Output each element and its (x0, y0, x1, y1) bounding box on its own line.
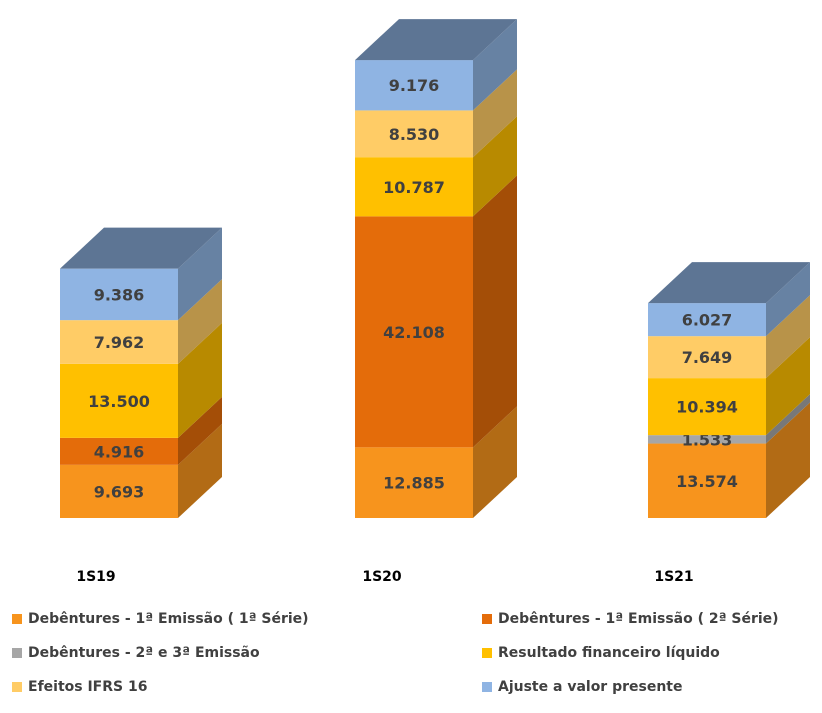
legend-swatch (12, 648, 22, 658)
legend-swatch (482, 682, 492, 692)
data-label: 9.386 (94, 285, 145, 304)
legend-item-deb-2-serie: Debêntures - 1ª Emissão ( 2ª Série) (482, 611, 779, 627)
bar-1S21-s4 (648, 336, 766, 379)
legend-swatch (482, 614, 492, 624)
legend-item-resultado-financeiro: Resultado financeiro líquido (482, 645, 720, 661)
bar-1S20-s1 (355, 216, 473, 448)
data-label: 13.500 (88, 392, 150, 411)
legend-item-efeitos-ifrs16: Efeitos IFRS 16 (12, 679, 147, 695)
data-label: 13.574 (676, 472, 738, 491)
category-label: 1S21 (654, 569, 693, 585)
legend-label: Debêntures - 2ª e 3ª Emissão (28, 645, 260, 661)
data-label: 7.962 (94, 333, 145, 352)
legend-item-ajuste-valor-presente: Ajuste a valor presente (482, 679, 683, 695)
bar-side-1S20-s1 (473, 175, 517, 448)
data-label: 9.693 (94, 482, 145, 501)
bar-1S19-s4 (60, 320, 178, 364)
bar-1S19-s5 (60, 268, 178, 321)
bar-top-1S19 (60, 227, 222, 269)
bar-side-1S19-s4 (178, 279, 222, 364)
bar-side-1S21-s5 (766, 262, 810, 337)
bar-1S19-s0 (60, 464, 178, 518)
bar-top-1S21 (648, 262, 810, 304)
bar-side-1S21-s3 (766, 337, 810, 436)
bar-side-1S21-s4 (766, 295, 810, 379)
bar-1S20-s3 (355, 157, 473, 217)
legend-label: Debêntures - 1ª Emissão ( 1ª Série) (28, 611, 309, 627)
data-label: 6.027 (682, 311, 733, 330)
bar-side-1S20-s0 (473, 406, 517, 518)
legend-swatch (12, 614, 22, 624)
bar-side-1S19-s3 (178, 322, 222, 438)
bar-side-1S20-s4 (473, 69, 517, 158)
legend-label: Ajuste a valor presente (498, 679, 683, 695)
legend-swatch (482, 648, 492, 658)
data-label: 9.176 (389, 76, 440, 95)
bar-side-1S19-s5 (178, 227, 222, 321)
bar-top-1S20 (355, 19, 517, 61)
category-label: 1S20 (362, 569, 402, 585)
bar-1S20-s4 (355, 110, 473, 158)
bar-1S19-s1 (60, 437, 178, 465)
bar-side-1S20-s5 (473, 19, 517, 111)
category-label: 1S19 (76, 569, 115, 585)
data-label: 10.394 (676, 398, 738, 417)
data-label: 7.649 (682, 348, 733, 367)
bar-1S21-s2 (648, 435, 766, 444)
data-label: 8.530 (389, 125, 440, 144)
legend-item-deb-1-serie: Debêntures - 1ª Emissão ( 1ª Série) (12, 611, 309, 627)
bar-1S20-s5 (355, 60, 473, 111)
bar-1S21-s5 (648, 303, 766, 337)
legend-label: Debêntures - 1ª Emissão ( 2ª Série) (498, 611, 779, 627)
bar-1S21-s3 (648, 378, 766, 436)
bar-side-1S21-s0 (766, 402, 810, 518)
bar-side-1S21-s2 (766, 394, 810, 444)
legend-label: Efeitos IFRS 16 (28, 679, 148, 695)
bar-1S20-s0 (355, 447, 473, 518)
legend-swatch (12, 682, 22, 692)
data-label: 42.108 (383, 323, 445, 342)
data-label: 4.916 (94, 442, 145, 461)
bar-1S19-s3 (60, 363, 178, 438)
legend-item-deb-2-3-emissao: Debêntures - 2ª e 3ª Emissão (12, 645, 260, 661)
bar-side-1S19-s0 (178, 423, 222, 518)
bar-side-1S19-s1 (178, 396, 222, 465)
data-label: 12.885 (383, 474, 445, 493)
bar-side-1S20-s3 (473, 116, 517, 217)
bar-1S21-s0 (648, 443, 766, 518)
data-label: 10.787 (383, 178, 445, 197)
legend-label: Resultado financeiro líquido (498, 645, 720, 661)
